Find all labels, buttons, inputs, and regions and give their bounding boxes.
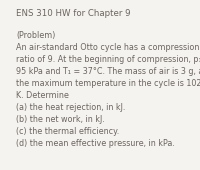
Text: (Problem): (Problem) — [16, 31, 55, 40]
Text: K. Determine: K. Determine — [16, 91, 69, 100]
Text: An air-standard Otto cycle has a compression: An air-standard Otto cycle has a compres… — [16, 43, 199, 52]
Text: 95 kPa and T₁ = 37°C. The mass of air is 3 g, and: 95 kPa and T₁ = 37°C. The mass of air is… — [16, 67, 200, 76]
Text: (a) the heat rejection, in kJ.: (a) the heat rejection, in kJ. — [16, 103, 125, 112]
Text: the maximum temperature in the cycle is 1020: the maximum temperature in the cycle is … — [16, 79, 200, 88]
Text: (b) the net work, in kJ.: (b) the net work, in kJ. — [16, 115, 105, 124]
Text: ratio of 9. At the beginning of compression, p₁ =: ratio of 9. At the beginning of compress… — [16, 55, 200, 64]
Text: (c) the thermal efficiency.: (c) the thermal efficiency. — [16, 127, 119, 136]
Text: (d) the mean effective pressure, in kPa.: (d) the mean effective pressure, in kPa. — [16, 139, 175, 148]
Text: ENS 310 HW for Chapter 9: ENS 310 HW for Chapter 9 — [16, 9, 130, 18]
